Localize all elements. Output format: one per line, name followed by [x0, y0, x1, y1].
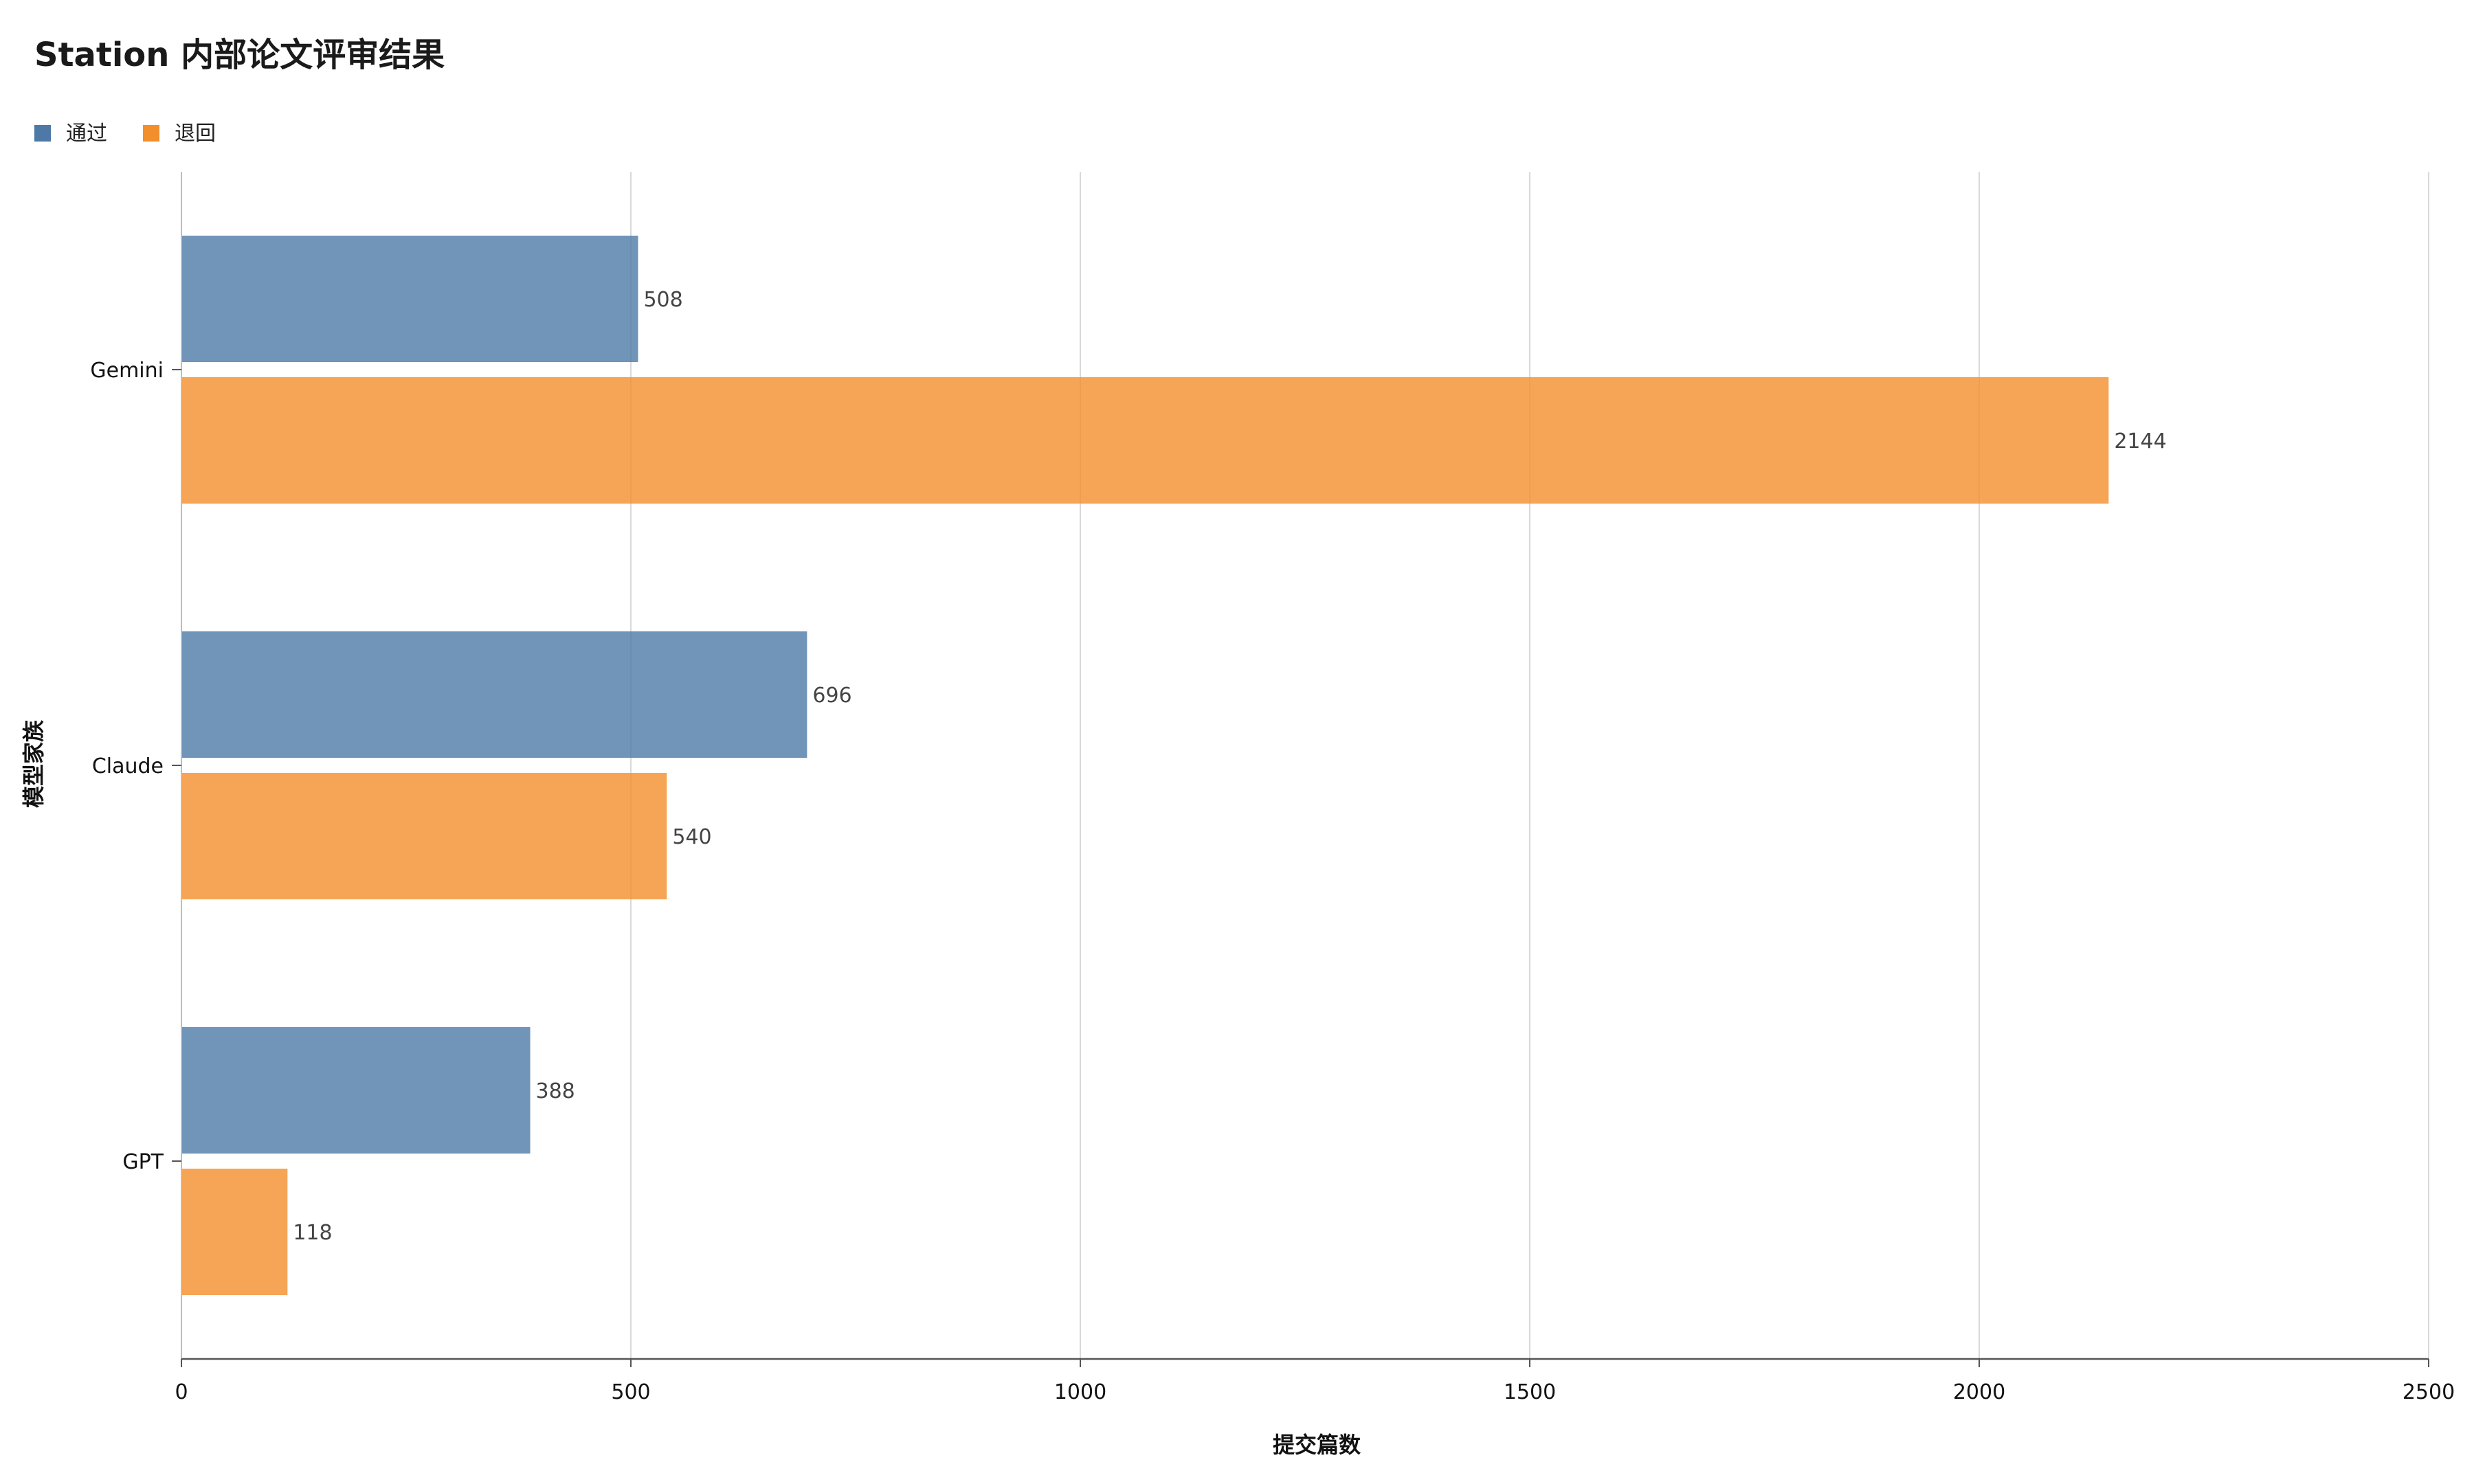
y-tick-label-gpt: GPT: [122, 1150, 164, 1174]
value-label-gemini-1: 2144: [2114, 429, 2166, 453]
x-tick-label-2: 1000: [1054, 1380, 1106, 1404]
y-axis-label: 模型家族: [21, 719, 47, 808]
y-tick-label-gemini: Gemini: [90, 359, 164, 383]
legend: 通过 退回: [34, 122, 216, 146]
x-axis-label: 提交篇数: [1273, 1432, 1361, 1458]
bar-gemini-0: [181, 236, 638, 362]
value-label-gpt-0: 388: [536, 1079, 575, 1103]
legend-label-0: 通过: [66, 122, 107, 146]
value-label-claude-0: 696: [812, 684, 851, 708]
x-tick-label-3: 1500: [1504, 1380, 1556, 1404]
legend-swatch-1: [143, 125, 159, 142]
legend-label-1: 退回: [175, 122, 216, 146]
x-tick-label-5: 2500: [2403, 1380, 2455, 1404]
bar-claude-0: [181, 631, 807, 758]
value-label-claude-1: 540: [672, 825, 711, 849]
bar-gemini-1: [181, 377, 2109, 504]
chart-title: Station 内部论文评审结果: [34, 36, 445, 74]
bar-gpt-0: [181, 1027, 531, 1154]
value-label-gpt-1: 118: [293, 1221, 332, 1245]
x-tick-label-0: 0: [175, 1380, 188, 1404]
legend-swatch-0: [34, 125, 51, 142]
x-tick-label-4: 2000: [1953, 1380, 2005, 1404]
bars: 508 2144 696 540 388 118: [181, 236, 2167, 1295]
bar-gpt-1: [181, 1169, 288, 1295]
bar-claude-1: [181, 773, 667, 899]
axes: 0 500 1000 1500 2000 2500 Gemini Claude GPT: [90, 172, 2455, 1404]
x-tick-label-1: 500: [611, 1380, 650, 1404]
value-label-gemini-0: 508: [643, 288, 682, 312]
y-tick-label-claude: Claude: [92, 754, 164, 778]
